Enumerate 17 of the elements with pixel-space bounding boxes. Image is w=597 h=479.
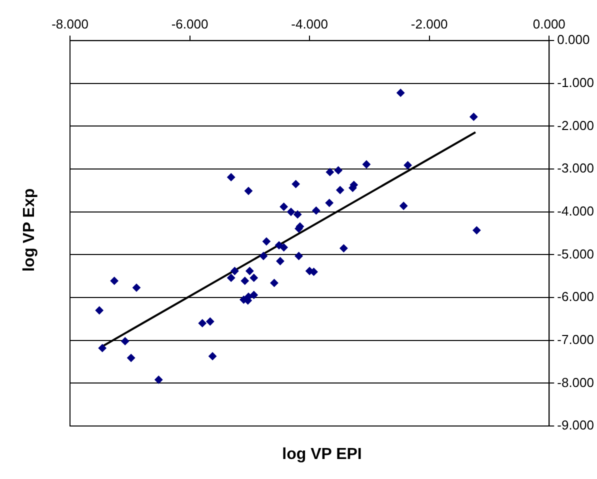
x-tick-label: 0.000 [532, 16, 566, 32]
y-tick-label: -5.000 [557, 246, 594, 262]
x-tick-label: -6.000 [171, 16, 208, 32]
x-axis-title: log VP EPI [281, 446, 363, 464]
y-tick-label: -4.000 [557, 203, 594, 218]
x-tick-label: -8.000 [52, 16, 88, 32]
y-tick-label: -1.000 [557, 75, 594, 90]
x-tick-label: -4.000 [291, 16, 328, 32]
y-tick-label: -8.000 [557, 374, 594, 390]
y-tick-label: -9.000 [557, 418, 594, 433]
y-tick-label: -6.000 [557, 289, 594, 304]
y-axis-title: log VP Exp [21, 188, 39, 272]
y-tick-label: -3.000 [557, 160, 594, 176]
y-tick-label: 0.000 [557, 32, 590, 48]
y-tick-label: -7.000 [557, 332, 594, 347]
y-tick-label: -2.000 [557, 118, 594, 133]
x-tick-label: -2.000 [410, 16, 448, 32]
